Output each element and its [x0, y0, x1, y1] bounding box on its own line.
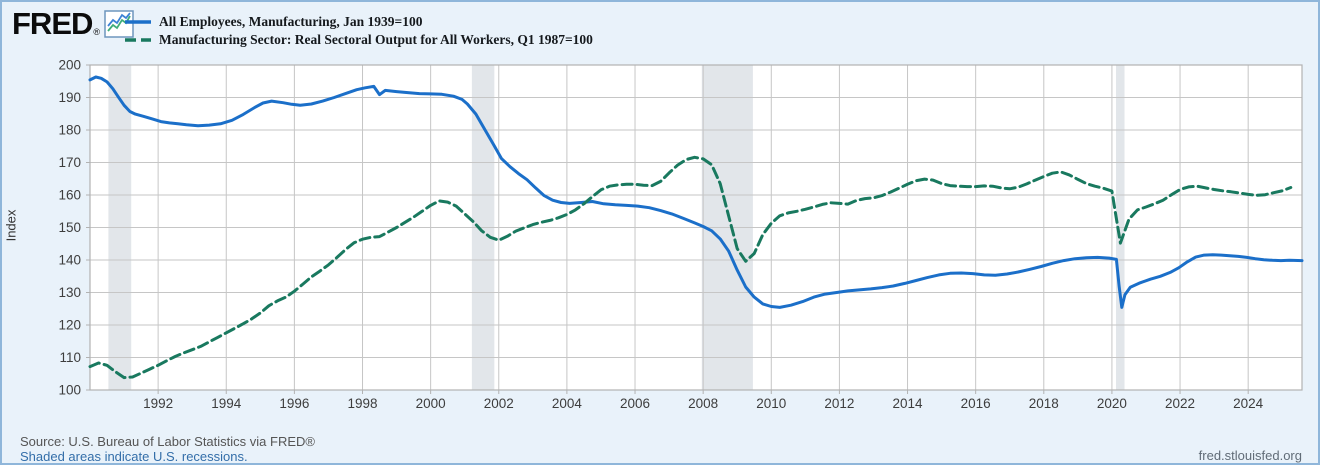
y-tick-label: 160 — [58, 188, 81, 203]
legend-item-output: Manufacturing Sector: Real Sectoral Outp… — [124, 31, 593, 49]
x-tick-label: 2008 — [688, 396, 718, 411]
x-tick-label: 2012 — [824, 396, 854, 411]
x-tick-label: 2020 — [1097, 396, 1127, 411]
x-tick-label: 1998 — [347, 396, 377, 411]
x-tick-label: 2006 — [620, 396, 650, 411]
x-tick-label: 2022 — [1165, 396, 1195, 411]
series-line-employees — [88, 75, 1304, 309]
y-tick-label: 120 — [58, 318, 81, 333]
legend-label-output: Manufacturing Sector: Real Sectoral Outp… — [159, 32, 593, 47]
fred-logo[interactable]: FRED ® — [12, 8, 134, 39]
y-tick-label: 110 — [59, 350, 81, 365]
x-tick-label: 2018 — [1029, 396, 1059, 411]
series-line-output — [88, 155, 1293, 380]
y-tick-label: 140 — [58, 253, 81, 268]
x-tick-label: 1992 — [143, 396, 173, 411]
plot-border — [89, 64, 1303, 391]
x-tick-label: 2016 — [961, 396, 991, 411]
source-text: Source: U.S. Bureau of Labor Statistics … — [20, 434, 315, 449]
y-tick-label: 200 — [58, 58, 81, 73]
x-tick-label: 2000 — [416, 396, 446, 411]
chart-legend: All Employees, Manufacturing, Jan 1939=1… — [124, 13, 593, 49]
y-tick-label: 180 — [58, 123, 81, 138]
x-tick-label: 1996 — [279, 396, 309, 411]
x-tick-label: 2010 — [756, 396, 786, 411]
x-tick-label: 2014 — [893, 396, 924, 411]
y-tick-label: 130 — [58, 285, 81, 300]
x-tick-label: 2024 — [1233, 396, 1264, 411]
legend-label-employees: All Employees, Manufacturing, Jan 1939=1… — [159, 14, 423, 29]
y-tick-label: 150 — [58, 220, 81, 235]
y-tick-label: 170 — [58, 155, 81, 170]
legend-swatch-solid-line — [125, 20, 151, 24]
x-tick-label: 1994 — [211, 396, 242, 411]
y-tick-label: 100 — [58, 383, 81, 398]
x-tick-label: 2002 — [484, 396, 514, 411]
y-tick-label: 190 — [58, 90, 81, 105]
recession-shading-link[interactable]: Shaded areas indicate U.S. recessions. — [20, 449, 248, 464]
source-note: Source: U.S. Bureau of Labor Statistics … — [20, 434, 315, 464]
fred-site-url[interactable]: fred.stlouisfed.org — [1198, 448, 1302, 463]
legend-item-employees: All Employees, Manufacturing, Jan 1939=1… — [124, 13, 593, 31]
legend-swatch-dashed-line — [125, 38, 151, 42]
registered-mark: ® — [93, 27, 101, 37]
fred-logo-text: FRED — [12, 6, 93, 41]
y-axis-title: Index — [3, 209, 19, 242]
x-tick-label: 2004 — [552, 396, 583, 411]
